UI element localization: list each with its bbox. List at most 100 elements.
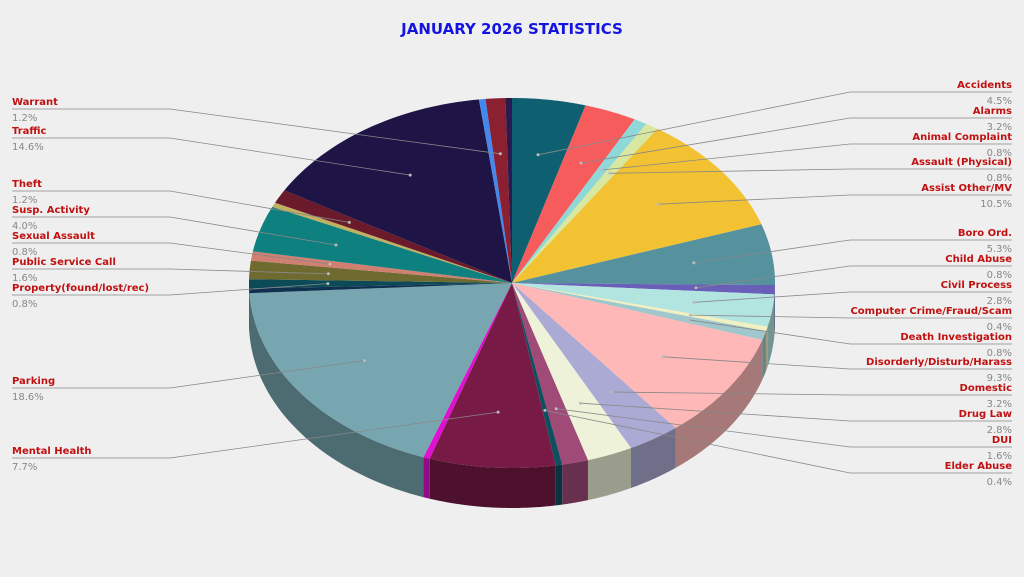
- slice: [512, 283, 588, 465]
- slice-side: [767, 294, 775, 367]
- leader-dot: [692, 300, 696, 304]
- legend-label: Assist Other/MV: [921, 183, 1012, 194]
- leader-line: [12, 242, 330, 265]
- data-label: 1.6%: [987, 451, 1012, 462]
- legend-label: Computer Crime/Fraud/Scam: [850, 306, 1012, 317]
- data-label: 1.2%: [12, 195, 37, 206]
- leader-dot: [579, 401, 582, 405]
- data-label: 0.8%: [987, 148, 1012, 159]
- leader-dot: [498, 152, 502, 156]
- leader-line: [693, 291, 1012, 303]
- walls: [249, 283, 775, 508]
- slice-side: [562, 460, 588, 505]
- data-label: 1.6%: [12, 273, 37, 284]
- slice: [485, 98, 512, 283]
- legend-label: Susp. Activity: [12, 205, 90, 216]
- data-label: 0.4%: [987, 322, 1012, 333]
- leader-line: [12, 108, 501, 155]
- data-label: 0.8%: [12, 247, 37, 258]
- legend-label: Elder Abuse: [945, 461, 1013, 472]
- legend-label: Sexual Assault: [12, 231, 95, 242]
- data-label: 5.3%: [987, 244, 1012, 255]
- data-label: 2.8%: [987, 296, 1012, 307]
- slice: [249, 260, 512, 283]
- legend-label: Drug Law: [959, 409, 1012, 420]
- data-label: 0.8%: [987, 270, 1012, 281]
- data-label: 3.2%: [987, 122, 1012, 133]
- leader-line: [580, 117, 1012, 164]
- legend-label: Accidents: [957, 80, 1012, 91]
- slice: [250, 251, 512, 283]
- leader-dot: [496, 410, 500, 414]
- legend-label: Theft: [12, 179, 42, 190]
- leader-line: [544, 410, 1012, 474]
- slice: [512, 98, 586, 283]
- leader-dot: [608, 171, 612, 175]
- legend-label: Warrant: [12, 97, 58, 108]
- slice-side: [587, 447, 631, 501]
- leader-line: [580, 402, 1012, 422]
- slice: [512, 283, 563, 466]
- slice-side: [423, 457, 430, 499]
- slice: [429, 283, 556, 468]
- leader-dot: [694, 286, 698, 290]
- slice: [275, 190, 512, 283]
- slice-side: [765, 326, 768, 372]
- legend-label: Property(found/lost/rec): [12, 283, 149, 294]
- leader-line: [663, 356, 1012, 370]
- leader-dot: [347, 220, 351, 224]
- leader-dot: [554, 407, 558, 411]
- leader-dot: [687, 318, 690, 322]
- leader-line: [556, 408, 1012, 448]
- leader-line: [601, 143, 1012, 171]
- leader-line: [537, 91, 1012, 156]
- data-label: 0.4%: [987, 477, 1012, 488]
- legend-label: Child Abuse: [945, 254, 1012, 265]
- leader-dot: [656, 202, 660, 206]
- leader-dot: [579, 161, 583, 165]
- data-label: 14.6%: [12, 142, 44, 153]
- legend-label: Parking: [12, 376, 55, 387]
- leader-dot: [326, 272, 330, 276]
- data-label: 0.8%: [987, 173, 1012, 184]
- legend-label: Boro Ord.: [958, 228, 1012, 239]
- leader-dot: [408, 173, 412, 177]
- legend-label: Domestic: [960, 383, 1013, 394]
- slice: [512, 283, 763, 428]
- leader-line: [688, 319, 1012, 345]
- leader-dot: [692, 261, 696, 265]
- slice: [512, 123, 658, 283]
- slice-side: [555, 464, 563, 506]
- legend-label: Traffic: [12, 126, 47, 137]
- slice-side: [429, 458, 556, 508]
- legend-label: DUI: [992, 435, 1012, 446]
- slice-side: [249, 293, 424, 498]
- data-label: 10.5%: [980, 199, 1012, 210]
- chart-title: JANUARY 2026 STATISTICS: [400, 20, 623, 38]
- slice-side: [762, 331, 766, 381]
- leader-line: [12, 411, 499, 459]
- leader-line: [12, 137, 411, 176]
- leader-dot: [543, 408, 547, 412]
- slice: [512, 119, 647, 283]
- legend-label: Animal Complaint: [912, 132, 1012, 143]
- leader-line: [12, 360, 365, 389]
- data-label: 3.2%: [987, 399, 1012, 410]
- leader-line: [12, 216, 337, 246]
- leader-line: [12, 268, 329, 275]
- slice-side: [675, 340, 763, 468]
- leader-line: [658, 194, 1012, 205]
- data-label: 0.8%: [987, 348, 1012, 359]
- slice: [249, 279, 512, 289]
- leader-line: [12, 283, 328, 296]
- data-label: 0.8%: [12, 299, 37, 310]
- slice: [249, 283, 512, 294]
- legend-label: Mental Health: [12, 446, 92, 457]
- slice-side: [630, 427, 676, 488]
- data-label: 7.7%: [12, 462, 37, 473]
- leader-dot: [536, 153, 540, 157]
- slice: [284, 99, 512, 283]
- slice: [505, 98, 512, 283]
- leader-line: [12, 190, 350, 223]
